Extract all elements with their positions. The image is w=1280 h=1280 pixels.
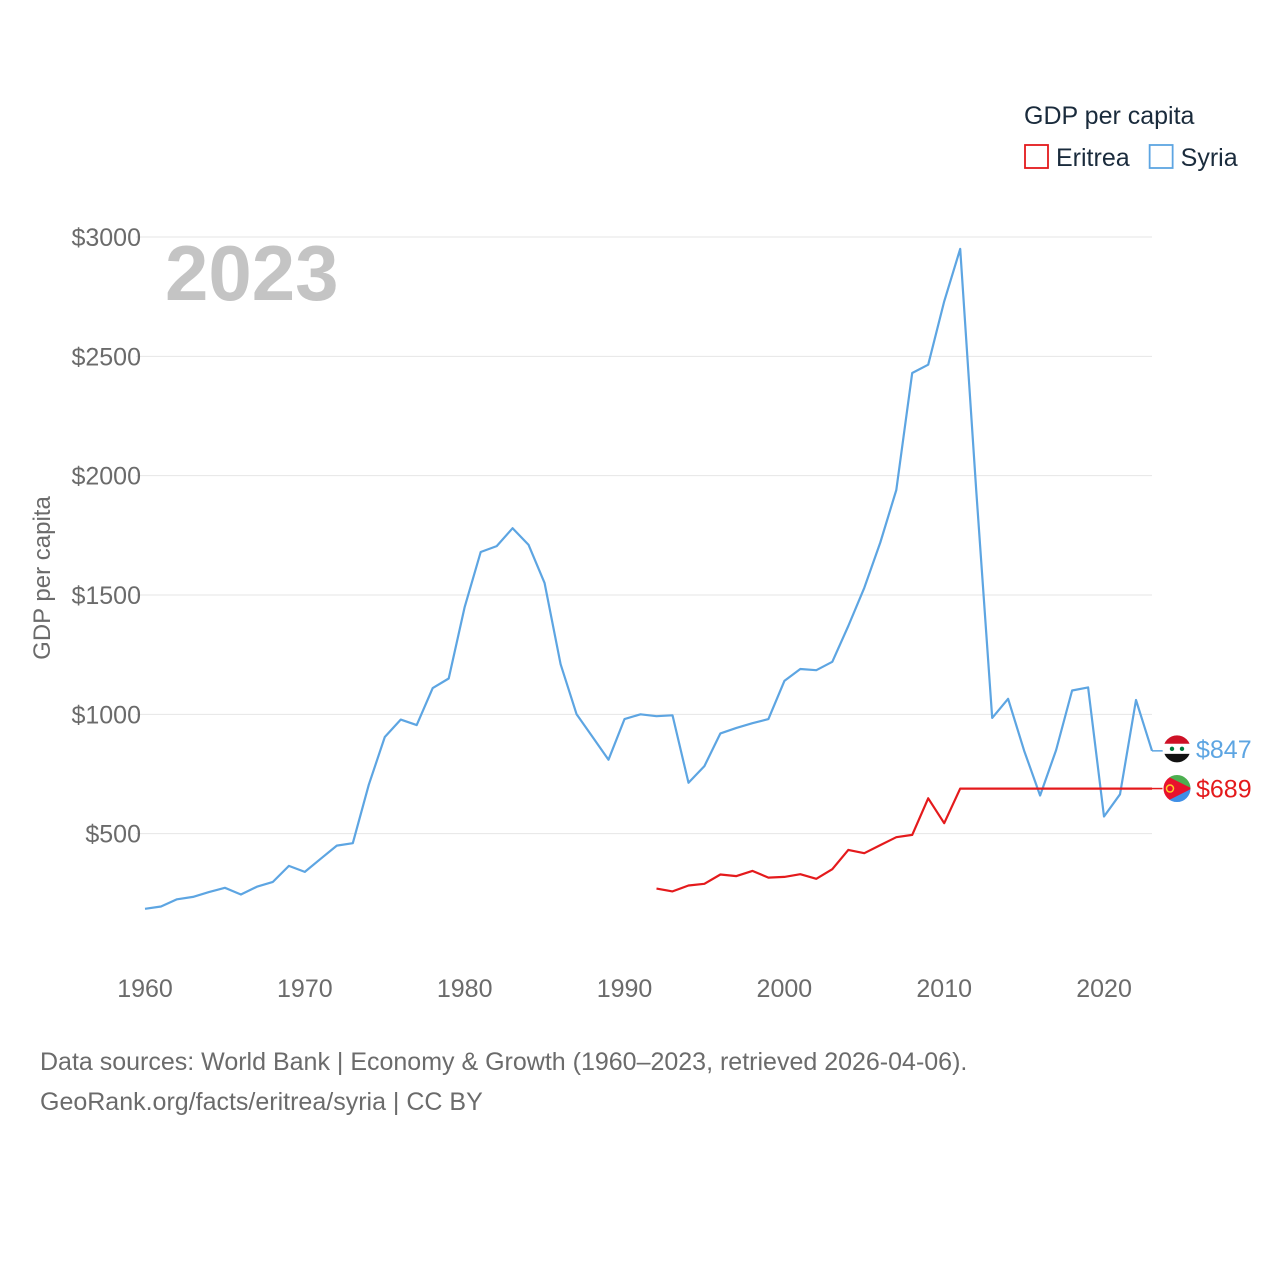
legend-item-syria[interactable]: Syria (1148, 144, 1238, 172)
legend-title: GDP per capita (1024, 102, 1195, 130)
y-tick-label: $1500 (71, 582, 141, 610)
syria-flag-icon (1162, 734, 1192, 764)
x-tick-label: 2000 (757, 975, 813, 1003)
eritrea-flag-icon (1162, 774, 1192, 804)
syria-end-value: $847 (1196, 736, 1252, 764)
legend-label: Eritrea (1056, 144, 1130, 172)
y-tick-label: $2000 (71, 463, 141, 491)
syria-line (144, 247, 1154, 910)
source-note: Data sources: World Bank | Economy & Gro… (40, 1048, 968, 1076)
footer: Data sources: World Bank | Economy & Gro… (40, 1042, 1240, 1122)
x-tick-label: 1990 (597, 975, 653, 1003)
y-tick-label: $500 (85, 821, 141, 849)
y-tick-label: $1000 (71, 701, 141, 729)
credit-link[interactable]: GeoRank.org/facts/eritrea/syria | CC BY (40, 1088, 483, 1116)
series (144, 247, 1154, 910)
x-tick-label: 1980 (437, 975, 493, 1003)
eritrea-line (656, 787, 1152, 893)
end-markers: $847 $689 (1152, 734, 1252, 804)
grid (136, 236, 1152, 835)
y-axis-title: GDP per capita (29, 496, 56, 660)
legend-swatch (1148, 144, 1174, 169)
x-tick-label: 1970 (277, 975, 333, 1003)
axes: $500 $1000 $1500 $2000 $2500 $3000 1960 1970 198… (71, 224, 1131, 1003)
y-tick-label: $3000 (71, 224, 141, 252)
y-tick-label: $2500 (71, 343, 141, 371)
legend: GDP per capita Eritrea Syria (1024, 102, 1238, 172)
x-tick-label: 1960 (117, 975, 173, 1003)
year-label: 2023 (165, 229, 339, 317)
eritrea-end-value: $689 (1196, 776, 1252, 804)
x-tick-label: 2010 (916, 975, 972, 1003)
legend-entries[interactable]: Eritrea Syria (1024, 144, 1238, 172)
legend-item-eritrea[interactable]: Eritrea (1024, 144, 1130, 172)
legend-label: Syria (1181, 144, 1238, 172)
legend-swatch (1024, 144, 1049, 169)
x-tick-label: 2020 (1076, 975, 1132, 1003)
